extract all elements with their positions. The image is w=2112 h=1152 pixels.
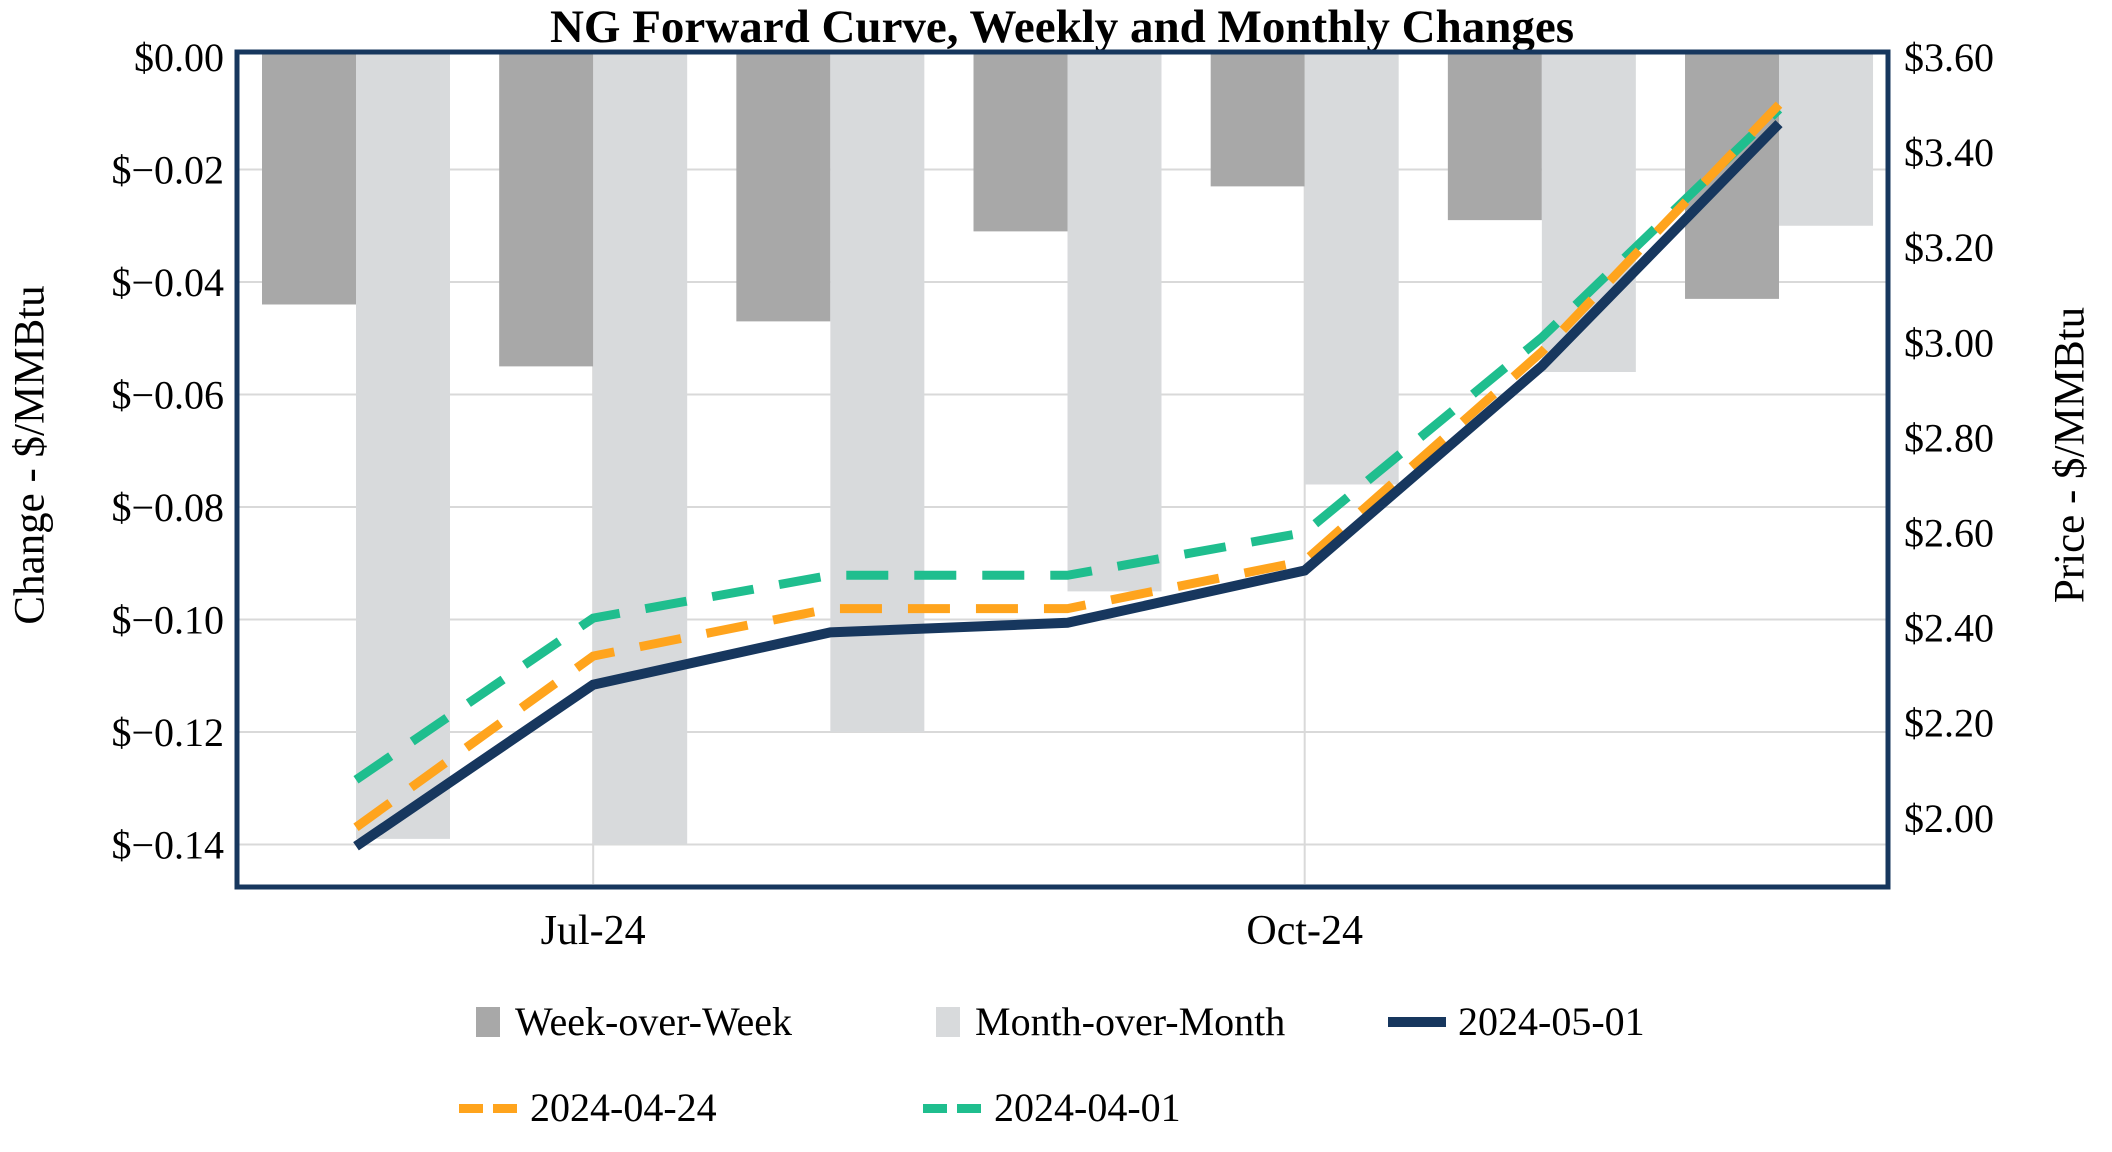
bar-week-over-week: [973, 54, 1068, 232]
line-2024-04-24: [353, 101, 1783, 831]
y-axis-right-tick-label: $2.20: [1904, 701, 1994, 746]
legend-item-2024-04-01: 2024-04-01: [923, 1086, 1181, 1130]
bar-month-over-month: [356, 54, 450, 839]
y-axis-right-tick-label: $2.80: [1904, 415, 1994, 460]
dashed-line-icon: [923, 1103, 981, 1113]
plot-border: [234, 49, 1891, 890]
legend-label: Month-over-Month: [975, 999, 1286, 1044]
y-axis-left-tick-label: $−0.04: [111, 260, 224, 305]
mom-swatch-icon: [936, 1007, 960, 1037]
bar-month-over-month: [1067, 54, 1162, 592]
bar-month-over-month: [1779, 54, 1874, 226]
y-axis-left-tick-label: $−0.10: [111, 598, 224, 643]
legend-item-2024-04-24: 2024-04-24: [459, 1086, 717, 1130]
line-2024-05-01: [353, 120, 1783, 851]
legend-item-month-over-month: Month-over-Month: [936, 1000, 1285, 1044]
legend-item-week-over-week: Week-over-Week: [476, 1000, 792, 1044]
legend-label: 2024-04-01: [994, 1085, 1181, 1130]
y-axis-right-tick-label: $3.40: [1904, 130, 1994, 175]
y-axis-right-tick-label: $3.00: [1904, 320, 1994, 365]
y-axis-left-tick-label: $−0.06: [111, 373, 224, 418]
y-axis-right-tick-label: $2.60: [1904, 511, 1994, 556]
solid-line-icon: [1388, 1017, 1446, 1027]
legend-label: 2024-04-24: [530, 1085, 717, 1130]
x-axis-tick-label: Oct-24: [1246, 908, 1363, 954]
bar-week-over-week: [1210, 54, 1305, 187]
bar-month-over-month: [830, 54, 925, 732]
bar-month-over-month: [593, 54, 688, 845]
bar-month-over-month: [1304, 54, 1399, 485]
y-axis-left-tick-label: $−0.02: [111, 148, 224, 193]
y-axis-left-tick-label: $−0.08: [111, 485, 224, 530]
y-axis-right-tick-label: $3.20: [1904, 225, 1994, 270]
legend-label: Week-over-Week: [515, 999, 793, 1044]
bar-week-over-week: [499, 54, 594, 367]
y-axis-left-tick-label: $−0.14: [111, 823, 224, 868]
y-axis-right-tick-label: $2.40: [1904, 606, 1994, 651]
y-axis-right-tick-label: $3.60: [1904, 35, 1994, 80]
bar-week-over-week: [262, 54, 356, 305]
bar-week-over-week: [1447, 54, 1542, 221]
bar-week-over-week: [736, 54, 831, 322]
y-axis-left-tick-label: $0.00: [134, 35, 224, 80]
chart-title: NG Forward Curve, Weekly and Monthly Cha…: [549, 1, 1575, 53]
dashed-line-icon: [459, 1103, 517, 1113]
x-axis-tick-label: Jul-24: [541, 908, 646, 954]
y-axis-left-tick-label: $−0.12: [111, 710, 224, 755]
line-2024-04-01: [353, 106, 1783, 784]
legend-label: 2024-05-01: [1458, 999, 1645, 1044]
wow-swatch-icon: [476, 1007, 500, 1037]
legend-item-2024-05-01: 2024-05-01: [1388, 1000, 1645, 1044]
y-axis-right-tick-label: $2.00: [1904, 796, 1994, 841]
